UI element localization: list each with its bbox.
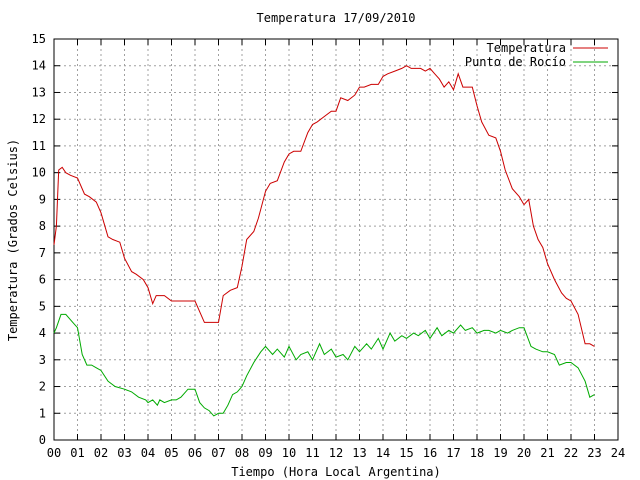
chart-title: Temperatura 17/09/2010 [257,11,416,25]
y-tick-label: 10 [32,166,46,180]
x-tick-label: 22 [564,446,578,460]
y-tick-label: 8 [39,219,46,233]
x-tick-label: 24 [611,446,625,460]
y-tick-label: 1 [39,406,46,420]
x-tick-label: 20 [517,446,531,460]
y-tick-label: 15 [32,32,46,46]
y-tick-label: 5 [39,299,46,313]
y-tick-label: 3 [39,353,46,367]
y-tick-label: 7 [39,246,46,260]
x-tick-label: 18 [470,446,484,460]
x-tick-label: 06 [188,446,202,460]
y-tick-label: 14 [32,59,46,73]
x-tick-label: 13 [352,446,366,460]
y-tick-label: 13 [32,85,46,99]
x-tick-label: 07 [211,446,225,460]
axis-ticks [53,38,619,441]
x-tick-label: 16 [423,446,437,460]
x-tick-label: 01 [70,446,84,460]
x-tick-label: 00 [47,446,61,460]
legend-label: Punto de Rocío [465,55,566,69]
x-tick-label: 11 [305,446,319,460]
y-tick-label: 2 [39,380,46,394]
x-tick-labels: 00 01 02 03 04 05 06 07 08 09 10 11 12 13 14 15 16 17 18 19… [47,446,625,460]
x-tick-label: 14 [376,446,390,460]
x-tick-label: 17 [446,446,460,460]
y-tick-label: 4 [39,326,46,340]
x-tick-label: 23 [587,446,601,460]
y-tick-label: 9 [39,192,46,206]
x-tick-label: 10 [282,446,296,460]
x-tick-label: 04 [141,446,155,460]
series-lines [53,65,595,417]
series-line-temperatura [53,65,595,347]
x-tick-label: 21 [540,446,554,460]
series-line-punto-de-rocio [53,313,595,417]
x-tick-label: 15 [399,446,413,460]
grid-lines [54,39,618,440]
legend-label: Temperatura [487,41,566,55]
x-tick-label: 19 [493,446,507,460]
y-tick-label: 6 [39,273,46,287]
x-tick-label: 12 [329,446,343,460]
x-tick-label: 02 [94,446,108,460]
y-tick-label: 12 [32,112,46,126]
y-tick-label: 11 [32,139,46,153]
y-tick-label: 0 [39,433,46,447]
x-tick-label: 05 [164,446,178,460]
x-tick-label: 03 [117,446,131,460]
y-axis-label: Temperatura (Grados Celsius) [6,139,20,341]
x-tick-label: 08 [235,446,249,460]
x-tick-label: 09 [258,446,272,460]
x-axis-label: Tiempo (Hora Local Argentina) [231,465,441,479]
